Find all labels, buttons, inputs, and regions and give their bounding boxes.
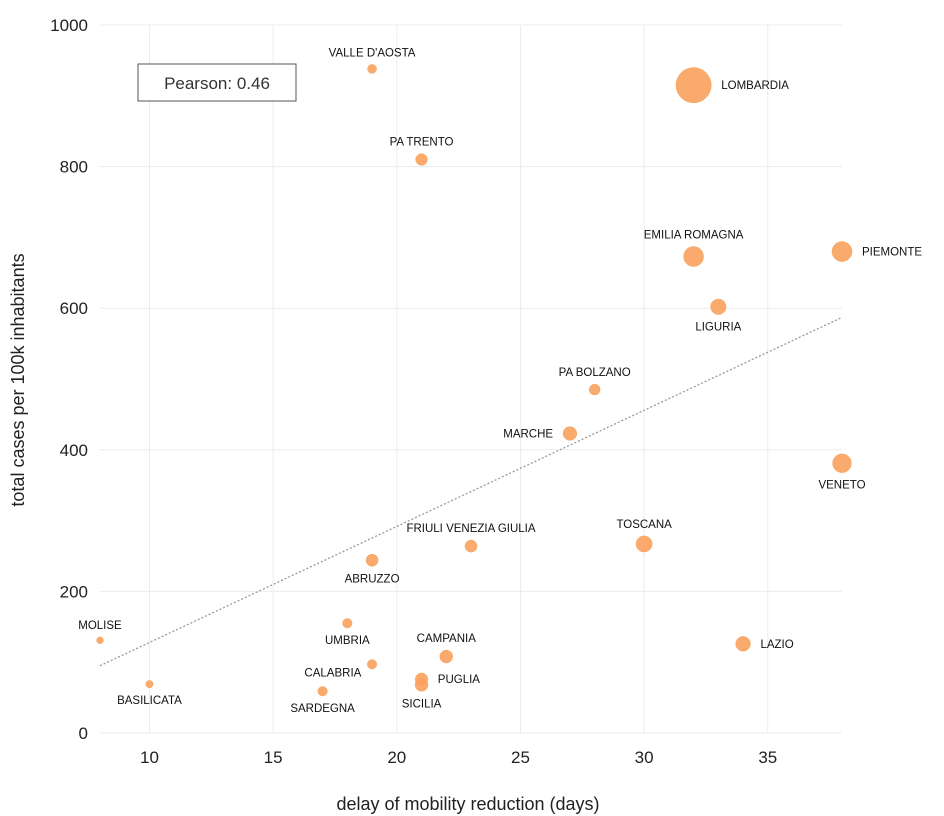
bubble-liguria [710, 298, 727, 315]
x-tick-label: 15 [264, 748, 283, 767]
y-tick-label: 200 [60, 582, 88, 601]
pearson-box [137, 63, 297, 102]
bubble-lazio [735, 636, 751, 652]
point-label-friuli-venezia-giulia: FRIULI VENEZIA GIULIA [406, 523, 535, 535]
pearson-annotation: Pearson: 0.46 [137, 63, 297, 102]
point-label-pa-trento: PA TRENTO [390, 137, 454, 149]
point-label-puglia: PUGLIA [438, 674, 481, 686]
point-label-veneto: VENETO [818, 480, 865, 492]
bubble-veneto [832, 453, 852, 473]
bubble-friuli-venezia-giulia [464, 539, 478, 553]
point-label-abruzzo: ABRUZZO [345, 573, 400, 585]
bubble-sardegna [317, 686, 328, 697]
point-label-liguria: LIGURIA [695, 322, 741, 334]
bubble-molise [96, 636, 104, 644]
point-label-pa-bolzano: PA BOLZANO [559, 367, 631, 379]
bubble-abruzzo [365, 553, 379, 567]
bubble-emilia-romagna [683, 246, 704, 267]
bubble-layer [96, 64, 853, 697]
label-layer: LOMBARDIA EMILIA ROMAGNA PIEMONTE VENETO TOS… [78, 47, 922, 715]
point-label-umbria: UMBRIA [325, 635, 370, 647]
x-tick-label: 35 [758, 748, 777, 767]
x-axis-title: delay of mobility reduction (days) [336, 794, 599, 814]
point-label-marche: MARCHE [503, 429, 553, 441]
point-label-lombardia: LOMBARDIA [721, 80, 789, 92]
point-label-molise: MOLISE [78, 620, 122, 632]
x-tick-label: 30 [635, 748, 654, 767]
pearson-text: Pearson: 0.46 [164, 74, 270, 93]
bubble-valle-d-aosta [367, 64, 377, 74]
axis-layer: 0 200 400 600 800 1000 10 15 20 25 30 35 [50, 16, 777, 767]
y-tick-label: 600 [60, 299, 88, 318]
bubble-toscana [635, 535, 653, 553]
x-tick-label: 25 [511, 748, 530, 767]
grid-layer [100, 24, 842, 734]
y-tick-label: 400 [60, 441, 88, 460]
point-label-sicilia: SICILIA [402, 698, 442, 710]
bubble-piemonte [831, 241, 853, 262]
trend-line [99, 316, 843, 667]
bubble-calabria [367, 659, 378, 670]
bubble-pa-trento [415, 153, 428, 166]
bubble-campania [439, 649, 453, 664]
point-label-toscana: TOSCANA [616, 519, 672, 531]
bubble-puglia [415, 672, 429, 686]
point-label-campania: CAMPANIA [417, 633, 477, 645]
point-label-basilicata: BASILICATA [117, 695, 182, 707]
y-axis-title: total cases per 100k inhabitants [8, 253, 28, 506]
bubble-basilicata [145, 680, 154, 689]
bubble-pa-bolzano [588, 383, 601, 396]
point-label-piemonte: PIEMONTE [862, 247, 922, 259]
point-label-emilia-romagna: EMILIA ROMAGNA [644, 230, 744, 242]
x-tick-label: 20 [387, 748, 406, 767]
bubble-marche [562, 426, 578, 441]
point-label-valle-d-aosta: VALLE D'AOSTA [329, 47, 416, 59]
point-label-calabria: CALABRIA [304, 667, 361, 679]
bubble-umbria [342, 618, 353, 629]
point-label-lazio: LAZIO [760, 639, 793, 651]
x-tick-label: 10 [140, 748, 159, 767]
bubble-lombardia [675, 67, 712, 104]
y-tick-label: 1000 [50, 16, 88, 35]
y-tick-label: 0 [79, 724, 88, 743]
point-label-sardegna: SARDEGNA [290, 703, 355, 715]
y-tick-label: 800 [60, 158, 88, 177]
